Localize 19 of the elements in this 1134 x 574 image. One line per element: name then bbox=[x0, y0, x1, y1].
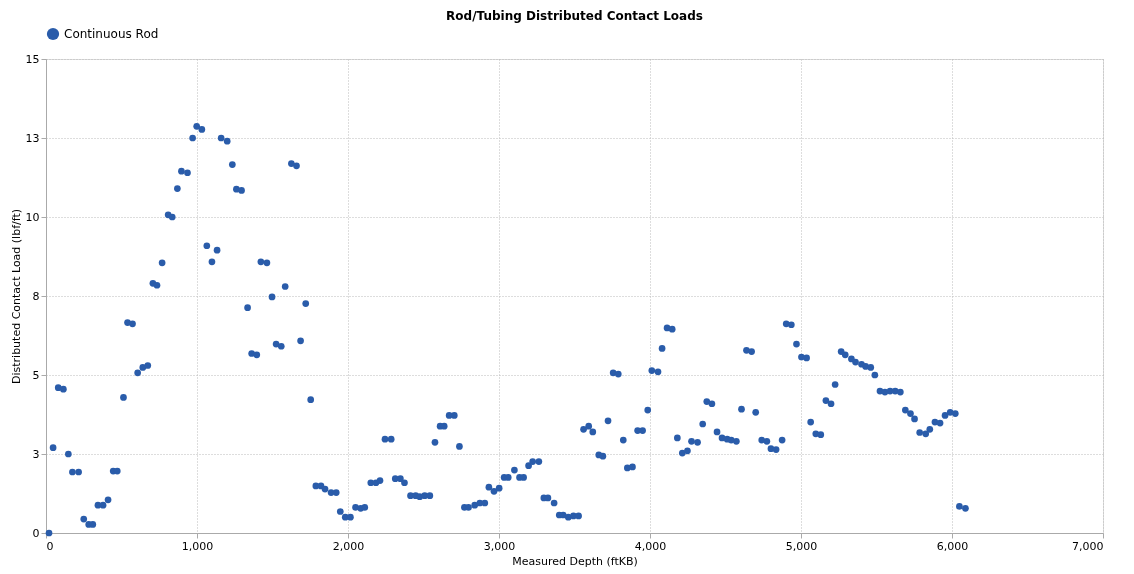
x-tick-label: 3,000 bbox=[483, 539, 516, 553]
y-tick-label: 3 bbox=[32, 447, 40, 461]
chart-title: Rod/Tubing Distributed Contact Loads bbox=[446, 9, 703, 23]
x-tick-label: 1,000 bbox=[181, 539, 214, 553]
x-axis-title: Measured Depth (ftKB) bbox=[512, 554, 638, 568]
y-tick-label: 10 bbox=[25, 210, 40, 224]
y-tick-label: 5 bbox=[32, 368, 40, 382]
y-tick-label: 15 bbox=[25, 52, 40, 66]
x-tick-label: 6,000 bbox=[936, 539, 969, 553]
y-axis-title: Distributed Contact Load (lbf/ft) bbox=[9, 208, 23, 385]
x-tick-label: 2,000 bbox=[332, 539, 365, 553]
x-tick-label: 4,000 bbox=[634, 539, 667, 553]
y-tick-label: 13 bbox=[25, 131, 40, 145]
x-tick-label: 0 bbox=[46, 539, 54, 553]
x-tick-label: 5,000 bbox=[785, 539, 818, 553]
y-tick-label: 0 bbox=[32, 526, 40, 540]
y-tick-label: 8 bbox=[32, 289, 40, 303]
legend-label: Continuous Rod bbox=[64, 27, 159, 41]
x-tick-label: 7,000 bbox=[1072, 539, 1104, 553]
